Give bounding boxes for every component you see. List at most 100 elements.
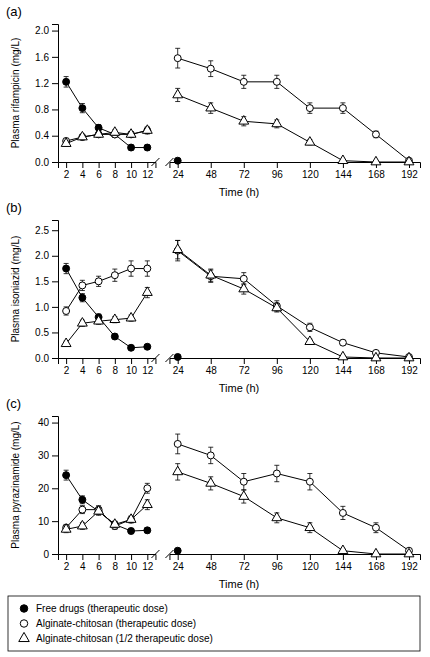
- x-tick-mark: [131, 358, 132, 364]
- x-tick-mark: [310, 554, 311, 560]
- data-point: [404, 548, 414, 557]
- y-tick-label: 0: [43, 549, 49, 560]
- data-point: [128, 144, 135, 151]
- data-point: [174, 547, 181, 554]
- error-bar: [274, 75, 279, 88]
- y-tick-label: 1.0: [35, 302, 49, 313]
- x-tick-label: 120: [302, 561, 319, 572]
- x-tick: 10: [126, 162, 138, 180]
- data-point: [144, 144, 151, 151]
- y-tick-mark: [52, 307, 58, 308]
- data-point: [338, 545, 348, 554]
- data-point: [61, 138, 71, 147]
- x-tick-label: 4: [80, 169, 86, 180]
- x-tick-label: 72: [239, 169, 251, 180]
- error-bar: [96, 276, 101, 286]
- x-tick: 144: [335, 162, 352, 180]
- x-axis-line: [59, 163, 156, 169]
- series: [63, 483, 151, 531]
- series: [63, 263, 151, 351]
- data-point: [206, 102, 216, 111]
- x-tick: 48: [206, 162, 218, 180]
- x-tick-label: 2: [64, 365, 70, 376]
- panel-title: (c): [6, 396, 21, 411]
- x-tick-mark: [147, 554, 148, 560]
- error-bar: [80, 294, 85, 302]
- series: [174, 353, 181, 360]
- data-point: [128, 528, 135, 535]
- data-point: [371, 548, 381, 557]
- error-bar: [64, 77, 69, 88]
- error-bar: [129, 261, 134, 276]
- panel-title: (a): [6, 4, 22, 19]
- data-point: [126, 312, 136, 321]
- panel-title: (b): [6, 200, 22, 215]
- data-point: [372, 524, 379, 531]
- data-point: [77, 131, 87, 140]
- data-point: [339, 509, 346, 516]
- data-point: [128, 344, 135, 351]
- data-point: [173, 89, 183, 98]
- data-point: [305, 137, 315, 146]
- x-axis: 24487296120144168192: [170, 162, 421, 180]
- error-bar: [80, 506, 85, 514]
- x-axis-title: Time (h): [219, 186, 260, 198]
- x-tick-label: 144: [335, 169, 352, 180]
- error-bar: [340, 103, 345, 114]
- x-tick-label: 6: [96, 561, 102, 572]
- error-bar: [307, 103, 312, 114]
- data-point: [77, 520, 87, 529]
- x-axis: 24681012: [59, 162, 156, 180]
- data-point: [94, 129, 104, 138]
- data-point: [206, 270, 216, 279]
- y-tick: 2.0: [35, 25, 58, 36]
- y-tick-mark: [52, 162, 58, 163]
- x-axis-line: [170, 555, 421, 561]
- x-tick-label: 168: [368, 365, 385, 376]
- y-tick-label: 40: [38, 417, 50, 428]
- x-tick-mark: [211, 358, 212, 364]
- x-tick-label: 48: [206, 169, 218, 180]
- data-point: [110, 519, 120, 528]
- y-tick-label: 2.5: [35, 225, 49, 236]
- x-axis-line: [59, 359, 156, 365]
- x-tick: 8: [113, 162, 119, 180]
- x-tick: 8: [113, 554, 119, 572]
- x-tick: 6: [96, 358, 102, 376]
- data-point: [63, 265, 70, 272]
- data-point: [94, 506, 104, 515]
- y-tick: 40: [38, 417, 58, 428]
- x-tick: 6: [96, 162, 102, 180]
- data-point: [174, 440, 181, 447]
- x-tick-label: 6: [96, 365, 102, 376]
- y-tick-label: 1.2: [35, 78, 49, 89]
- series-line: [66, 505, 147, 530]
- data-point: [77, 318, 87, 327]
- series: [61, 287, 152, 347]
- y-tick: 0.5: [35, 327, 58, 338]
- y-axis-title: Plasma pyrazinamide (mg/L): [10, 421, 21, 548]
- x-tick-label: 10: [126, 561, 138, 572]
- plot-area: [173, 240, 414, 360]
- plot-area: [61, 261, 152, 351]
- series: [174, 157, 181, 164]
- data-point: [339, 105, 346, 112]
- error-bar: [145, 483, 150, 493]
- x-tick-mark: [211, 554, 212, 560]
- x-tick-mark: [343, 554, 344, 560]
- legend-label: Alginate-chitosan (therapeutic dose): [36, 618, 196, 629]
- data-point: [128, 265, 135, 272]
- data-point: [126, 129, 136, 138]
- y-axis-line: [52, 221, 59, 359]
- y-tick-mark: [52, 521, 58, 522]
- x-tick: 4: [80, 554, 86, 572]
- series-line: [66, 488, 147, 527]
- x-tick: 10: [126, 358, 138, 376]
- data-point: [305, 336, 315, 345]
- data-point: [173, 244, 183, 253]
- data-point: [95, 278, 102, 285]
- error-bar: [64, 307, 69, 315]
- y-tick-label: 2.0: [35, 25, 49, 36]
- y-tick-mark: [52, 256, 58, 257]
- data-point: [174, 55, 181, 62]
